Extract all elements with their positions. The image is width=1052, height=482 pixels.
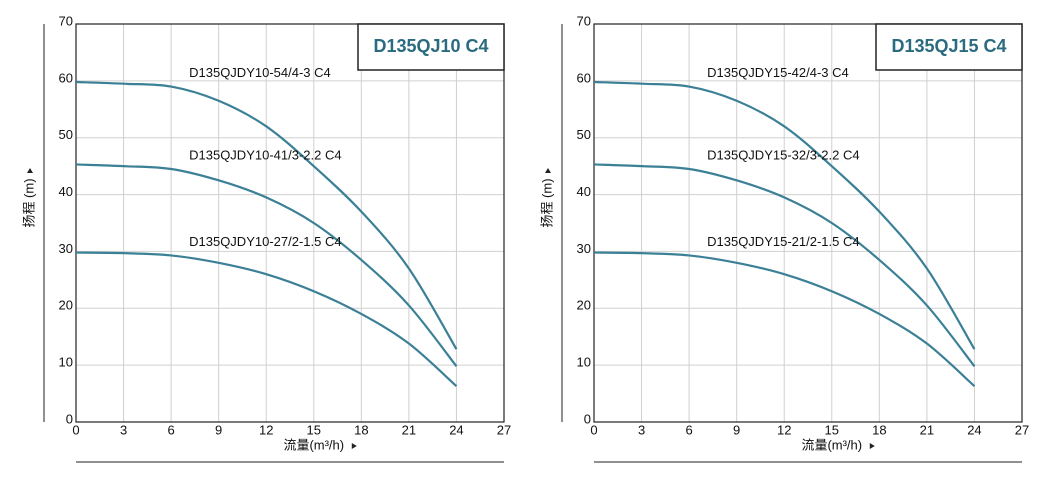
y-tick-label: 50 (59, 127, 73, 142)
series-line (75, 251, 458, 387)
x-tick-label: 24 (967, 422, 981, 437)
series-label: D135QJDY15-21/2-1.5 C4 (707, 234, 859, 249)
x-tick-label: 24 (449, 422, 463, 437)
x-tick-label: 3 (638, 422, 645, 437)
series-line (75, 163, 458, 367)
series-label: D135QJDY10-27/2-1.5 C4 (189, 234, 341, 249)
y-axis-label: 扬程 (m) (539, 178, 554, 227)
title-box (357, 23, 505, 71)
y-tick-label: 70 (577, 13, 591, 28)
x-tick-label: 21 (920, 422, 934, 437)
x-tick-label: 0 (590, 422, 597, 437)
x-tick-label: 12 (259, 422, 273, 437)
x-tick-label: 6 (167, 422, 174, 437)
series-line (593, 163, 976, 367)
y-tick-label: 10 (577, 355, 591, 370)
series-label: D135QJDY10-41/3-2.2 C4 (189, 147, 341, 162)
arrow (869, 443, 875, 449)
plot-frame (75, 23, 505, 423)
arrow (545, 168, 551, 173)
title-box (875, 23, 1023, 71)
x-tick-label: 9 (215, 422, 222, 437)
x-tick-label: 3 (120, 422, 127, 437)
y-tick-label: 30 (59, 241, 73, 256)
y-tick-label: 30 (577, 241, 591, 256)
series-line (593, 80, 976, 350)
y-tick-label: 50 (577, 127, 591, 142)
x-tick-label: 18 (872, 422, 886, 437)
plot-frame (593, 23, 1023, 423)
x-tick-label: 18 (354, 422, 368, 437)
x-tick-label: 0 (72, 422, 79, 437)
y-axis-label: 扬程 (m) (21, 178, 36, 227)
x-axis-label: 流量(m³/h) (801, 437, 862, 452)
y-tick-label: 40 (577, 184, 591, 199)
series-label: D135QJDY15-32/3-2.2 C4 (707, 147, 859, 162)
x-tick-label: 15 (825, 422, 839, 437)
series-label: D135QJDY10-54/4-3 C4 (189, 65, 331, 80)
series-line (75, 80, 458, 350)
chart-title: D135QJ10 C4 (373, 36, 488, 56)
y-tick-label: 10 (59, 355, 73, 370)
arrow (351, 443, 357, 449)
y-tick-label: 70 (59, 13, 73, 28)
x-axis-label: 流量(m³/h) (283, 437, 344, 452)
series-line (593, 251, 976, 387)
y-tick-label: 20 (577, 298, 591, 313)
y-tick-label: 0 (584, 411, 591, 426)
y-tick-label: 60 (59, 70, 73, 85)
arrow (27, 168, 33, 173)
x-tick-label: 6 (685, 422, 692, 437)
y-tick-label: 40 (59, 184, 73, 199)
series-label: D135QJDY15-42/4-3 C4 (707, 65, 849, 80)
chart-title: D135QJ15 C4 (891, 36, 1006, 56)
x-tick-label: 21 (402, 422, 416, 437)
x-tick-label: 15 (307, 422, 321, 437)
x-tick-label: 9 (733, 422, 740, 437)
y-tick-label: 60 (577, 70, 591, 85)
y-tick-label: 0 (66, 411, 73, 426)
x-tick-label: 27 (1015, 422, 1029, 437)
x-tick-label: 12 (777, 422, 791, 437)
y-tick-label: 20 (59, 298, 73, 313)
x-tick-label: 27 (497, 422, 511, 437)
